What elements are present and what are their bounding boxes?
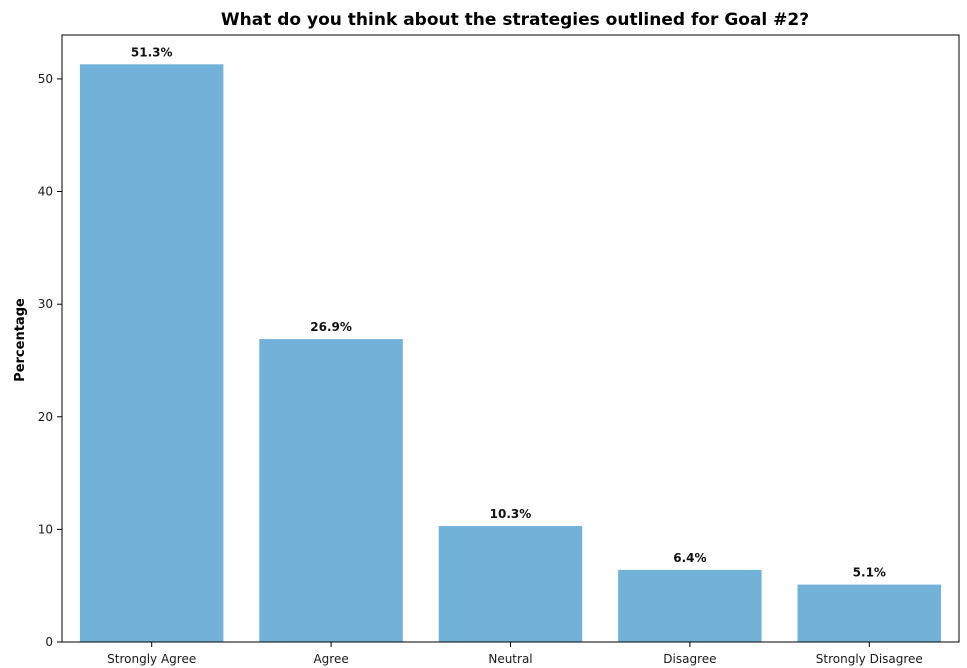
x-tick-label: Neutral (488, 652, 532, 666)
y-tick-label: 30 (38, 297, 53, 311)
bar-strongly-agree (79, 64, 224, 643)
bars (79, 64, 941, 643)
bar-disagree (618, 569, 762, 642)
x-axis: Strongly Agree Agree Neutral Disagree Strong… (107, 642, 923, 666)
data-label: 6.4% (673, 551, 706, 565)
y-tick-label: 50 (38, 72, 53, 86)
x-tick-label: Strongly Disagree (816, 652, 923, 666)
y-tick-label: 40 (38, 185, 53, 199)
bar-strongly-disagree (797, 584, 941, 642)
y-tick-label: 0 (45, 635, 53, 649)
x-tick-label: Strongly Agree (107, 652, 196, 666)
x-tick-label: Disagree (663, 652, 716, 666)
bar-neutral (438, 526, 583, 642)
y-tick-label: 10 (38, 522, 53, 536)
plot-frame (61, 34, 960, 643)
y-axis-label: Percentage (13, 298, 28, 382)
data-label: 5.1% (853, 566, 886, 580)
chart-title: What do you think about the strategies o… (221, 10, 809, 30)
data-label: 26.9% (310, 320, 352, 334)
y-axis: 0 10 20 30 40 50 (38, 72, 62, 649)
data-label: 51.3% (131, 45, 173, 59)
y-tick-label: 20 (38, 410, 53, 424)
data-labels: 51.3% 26.9% 10.3% 6.4% 5.1% (131, 45, 886, 579)
x-tick-label: Agree (313, 652, 348, 666)
bar-agree (259, 339, 403, 642)
data-label: 10.3% (490, 507, 532, 521)
